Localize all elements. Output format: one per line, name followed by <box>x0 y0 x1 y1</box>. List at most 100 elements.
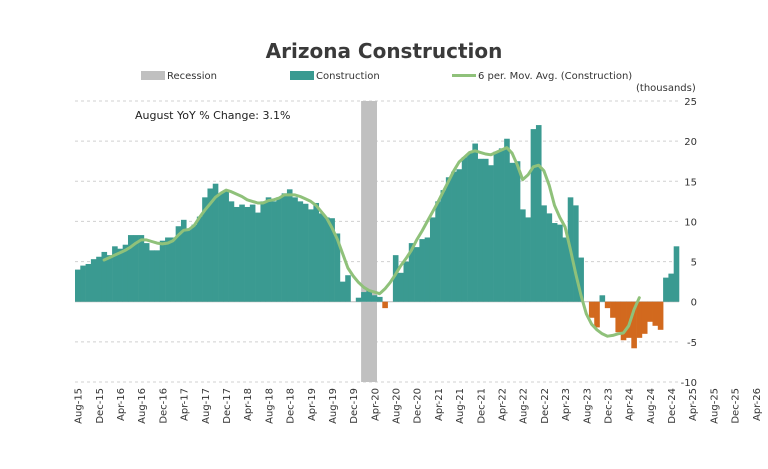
x-tick-label: Aug-25 <box>709 388 720 424</box>
x-tick-label: Apr-21 <box>434 388 445 421</box>
construction-bar <box>514 161 521 302</box>
construction-bar <box>392 255 399 302</box>
construction-bar <box>233 206 240 302</box>
construction-bar <box>541 205 547 302</box>
legend-swatch-construction <box>290 71 314 80</box>
construction-bar <box>324 217 330 302</box>
construction-bar <box>371 295 378 302</box>
x-tick-label: Apr-25 <box>688 388 699 421</box>
construction-bar <box>610 301 616 318</box>
x-tick-label: Aug-18 <box>264 388 275 424</box>
y-tick-label: 20 <box>684 137 697 148</box>
construction-bar <box>159 240 166 302</box>
construction-bar <box>292 197 298 302</box>
legend: Recession Construction 6 per. Mov. Avg. … <box>141 71 632 82</box>
construction-bar <box>170 237 176 302</box>
y-tick-label: 10 <box>684 217 697 228</box>
legend-label-construction: Construction <box>316 71 380 82</box>
construction-bar <box>403 261 410 302</box>
x-tick-label: Apr-26 <box>752 388 763 421</box>
x-tick-label: Apr-22 <box>498 388 509 421</box>
moving-average-line <box>102 146 641 338</box>
construction-bar <box>673 246 680 302</box>
legend-label-moving-average: 6 per. Mov. Avg. (Construction) <box>478 71 632 82</box>
construction-bar <box>578 257 584 302</box>
construction-bar <box>477 158 484 302</box>
x-tick-label: Dec-25 <box>731 388 742 424</box>
x-tick-label: Dec-22 <box>540 388 551 424</box>
construction-bar <box>652 301 659 326</box>
construction-bar <box>308 209 314 302</box>
construction-bar <box>472 143 478 302</box>
construction-bar <box>366 290 373 302</box>
construction-bar <box>80 265 86 302</box>
construction-bar <box>191 224 198 302</box>
construction-bar <box>440 190 447 302</box>
construction-bar <box>318 213 325 302</box>
y-tick-label: -10 <box>681 378 697 389</box>
construction-bar <box>377 296 383 302</box>
construction-bar <box>509 162 516 302</box>
construction-bar <box>260 201 267 302</box>
construction-bar <box>535 125 542 302</box>
construction-bar <box>615 301 622 333</box>
x-tick-label: Apr-24 <box>625 388 636 421</box>
construction-bar <box>408 243 415 302</box>
construction-bar <box>255 212 261 302</box>
construction-bar <box>112 246 118 302</box>
construction-bar <box>302 203 309 302</box>
y-axis-ticks: -10 -5 0 5 10 15 20 25 <box>681 97 697 389</box>
construction-bar <box>180 219 187 302</box>
construction-bar <box>345 275 351 302</box>
construction-bar <box>297 201 304 302</box>
y-axis-unit-label: (thousands) <box>636 83 696 94</box>
x-tick-label: Dec-19 <box>349 388 360 424</box>
x-tick-label: Aug-22 <box>519 388 530 424</box>
x-tick-label: Dec-17 <box>222 388 233 424</box>
construction-bar <box>239 204 245 302</box>
construction-bar <box>551 223 558 302</box>
construction-bar <box>520 209 526 302</box>
moving-average-path <box>102 146 641 338</box>
construction-bar <box>127 235 134 302</box>
yoy-change-annotation: August YoY % Change: 3.1% <box>135 109 290 122</box>
construction-bar <box>101 251 108 302</box>
x-tick-label: Dec-15 <box>95 388 106 424</box>
construction-bar <box>313 202 320 302</box>
construction-bar <box>265 197 272 302</box>
construction-bar <box>525 217 531 302</box>
chart-title: Arizona Construction <box>266 39 503 63</box>
x-tick-label: Aug-23 <box>582 388 593 424</box>
construction-bar <box>419 239 425 302</box>
x-tick-label: Dec-21 <box>476 388 487 424</box>
construction-bar <box>636 301 643 338</box>
construction-bar <box>398 272 404 302</box>
construction-bar <box>456 169 463 302</box>
x-tick-label: Aug-21 <box>455 388 466 424</box>
construction-bar <box>96 256 102 302</box>
recession-band <box>361 101 377 382</box>
construction-bar <box>286 189 293 302</box>
construction-bar <box>626 301 632 338</box>
x-tick-label: Apr-17 <box>180 388 191 421</box>
x-axis-ticks: Aug-15 Dec-15 Apr-16 Aug-16 Dec-16 Apr-17 Aug-… <box>74 388 763 424</box>
construction-bar <box>196 216 203 302</box>
construction-bar <box>467 153 473 302</box>
construction-bar <box>668 273 675 302</box>
construction-bar <box>334 233 341 302</box>
construction-bar <box>202 197 208 302</box>
construction-bar <box>604 301 611 309</box>
construction-bar <box>90 259 97 302</box>
construction-bar <box>165 237 171 302</box>
construction-bar <box>631 301 637 349</box>
x-tick-label: Apr-23 <box>561 388 572 421</box>
construction-bar <box>445 177 452 302</box>
construction-bar <box>493 151 500 302</box>
construction-bar <box>138 235 145 302</box>
construction-bar <box>451 171 457 302</box>
x-tick-label: Aug-15 <box>74 388 85 424</box>
construction-bar <box>355 297 362 302</box>
construction-bar <box>106 255 113 302</box>
x-tick-label: Apr-20 <box>370 388 381 421</box>
construction-bar <box>149 250 155 302</box>
